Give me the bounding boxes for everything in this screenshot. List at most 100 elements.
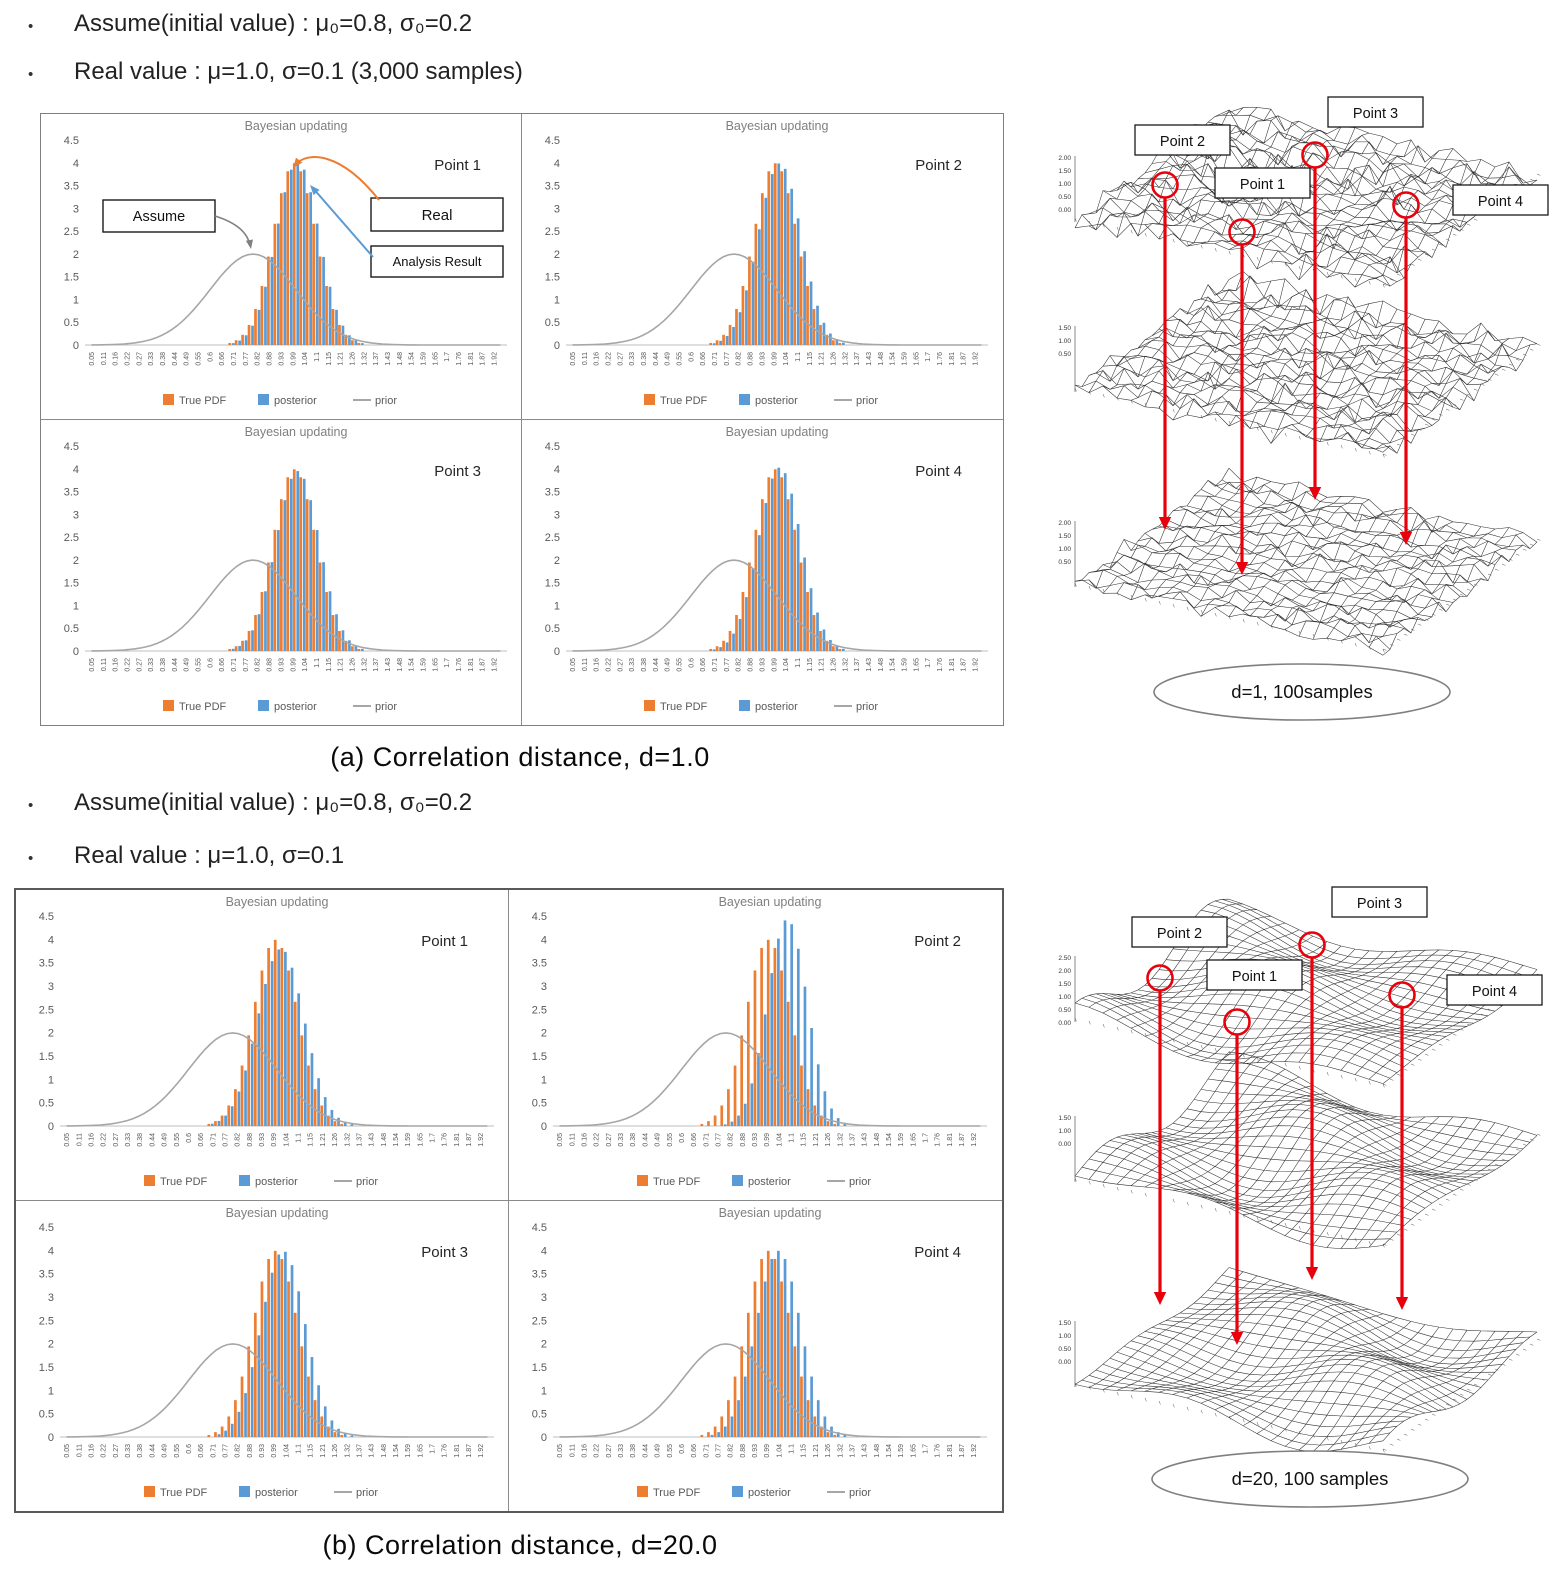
svg-text:0.55: 0.55 bbox=[677, 658, 684, 672]
svg-text:1.7: 1.7 bbox=[925, 658, 932, 668]
sample-count-oval bbox=[1153, 663, 1451, 721]
svg-text:1.87: 1.87 bbox=[959, 1133, 966, 1147]
svg-text:1.43: 1.43 bbox=[866, 352, 873, 366]
svg-text:0.49: 0.49 bbox=[162, 1133, 169, 1147]
svg-text:0.38: 0.38 bbox=[160, 658, 167, 672]
svg-text:0.93: 0.93 bbox=[752, 1133, 759, 1147]
svg-text:0.05: 0.05 bbox=[557, 1133, 564, 1147]
bullet-b-assume: • Assume(initial value) : μ₀=0.8, σ₀=0.2 bbox=[28, 789, 472, 817]
svg-text:0.88: 0.88 bbox=[247, 1133, 254, 1147]
svg-text:prior: prior bbox=[849, 1176, 871, 1188]
svg-text:1.54: 1.54 bbox=[393, 1444, 400, 1458]
svg-text:0.49: 0.49 bbox=[655, 1133, 662, 1147]
svg-text:posterior: posterior bbox=[274, 701, 317, 713]
svg-text:1.87: 1.87 bbox=[480, 658, 487, 672]
svg-text:2: 2 bbox=[554, 555, 560, 567]
svg-text:True PDF: True PDF bbox=[160, 1176, 208, 1188]
svg-text:1.81: 1.81 bbox=[468, 352, 475, 366]
y-axis-labels: 0 0.5 1 1.5 2 2.5 3 3.5 4 4.5 bbox=[39, 1222, 54, 1444]
svg-text:0.05: 0.05 bbox=[89, 658, 96, 672]
svg-text:0.5: 0.5 bbox=[39, 1098, 54, 1110]
svg-text:0.77: 0.77 bbox=[222, 1133, 229, 1147]
svg-text:1.15: 1.15 bbox=[326, 658, 333, 672]
point-label-box bbox=[1452, 184, 1549, 216]
svg-text:True PDF: True PDF bbox=[653, 1487, 701, 1499]
svg-text:0.38: 0.38 bbox=[137, 1444, 144, 1458]
legend-swatch-posterior bbox=[739, 700, 750, 711]
svg-text:0.05: 0.05 bbox=[64, 1133, 71, 1147]
svg-text:Point 1: Point 1 bbox=[1232, 969, 1277, 985]
svg-text:0.22: 0.22 bbox=[124, 658, 131, 672]
chart-title: Bayesian updating bbox=[226, 1206, 329, 1220]
bullet-icon: • bbox=[28, 850, 34, 867]
svg-text:1.43: 1.43 bbox=[866, 658, 873, 672]
svg-text:0.99: 0.99 bbox=[764, 1133, 771, 1147]
arrowhead-icon bbox=[1235, 562, 1249, 575]
svg-text:1: 1 bbox=[541, 1074, 547, 1086]
point-circle-icon bbox=[1388, 981, 1416, 1009]
svg-text:2.5: 2.5 bbox=[39, 1315, 54, 1327]
svg-text:0: 0 bbox=[73, 646, 79, 658]
svg-text:1.04: 1.04 bbox=[783, 352, 790, 366]
histogram-bars bbox=[700, 1250, 847, 1437]
x-axis-labels: 0.05 0.11 0.16 0.22 0.27 0.33 0.38 0.44 0.49 0.55… bbox=[64, 1133, 485, 1147]
point-circle-icon bbox=[1301, 141, 1329, 169]
random-field-3d-a: 2.00 1.50 1.00 0.50 0.00 1.50 1.00 0.50 2.00 1.50… bbox=[1058, 96, 1549, 721]
svg-text:1.43: 1.43 bbox=[369, 1444, 376, 1458]
svg-text:1.59: 1.59 bbox=[421, 658, 428, 672]
point-label-box bbox=[1214, 167, 1311, 199]
svg-text:0.77: 0.77 bbox=[724, 352, 731, 366]
caption-b: (b) Correlation distance, d=20.0 bbox=[322, 1530, 718, 1560]
svg-text:0.27: 0.27 bbox=[617, 352, 624, 366]
svg-text:2: 2 bbox=[73, 249, 79, 261]
svg-text:0.99: 0.99 bbox=[271, 1444, 278, 1458]
svg-text:1.59: 1.59 bbox=[405, 1133, 412, 1147]
svg-text:1.92: 1.92 bbox=[492, 352, 499, 366]
svg-text:1.37: 1.37 bbox=[854, 352, 861, 366]
svg-text:posterior: posterior bbox=[748, 1176, 791, 1188]
svg-text:1.5: 1.5 bbox=[39, 1051, 54, 1063]
chart-cell: 0 0.5 1 1.5 2 2.5 3 3.5 4 4.5 0.05 0.11 0.16 0.22 0.27… bbox=[522, 420, 1003, 725]
legend-swatch-true-pdf bbox=[163, 394, 174, 405]
svg-text:0.88: 0.88 bbox=[748, 352, 755, 366]
svg-text:1.15: 1.15 bbox=[801, 1444, 808, 1458]
svg-text:3.5: 3.5 bbox=[39, 958, 54, 970]
svg-text:0.71: 0.71 bbox=[712, 658, 719, 672]
point-label-box bbox=[1134, 124, 1231, 156]
svg-text:Point 2: Point 2 bbox=[1157, 926, 1202, 942]
svg-text:0.50: 0.50 bbox=[1058, 351, 1071, 358]
svg-text:1.76: 1.76 bbox=[937, 352, 944, 366]
svg-text:0.33: 0.33 bbox=[125, 1133, 132, 1147]
svg-text:0.27: 0.27 bbox=[606, 1444, 613, 1458]
svg-text:1.00: 1.00 bbox=[1058, 1128, 1071, 1135]
chart-title: Bayesian updating bbox=[226, 895, 329, 909]
svg-text:0.93: 0.93 bbox=[759, 352, 766, 366]
svg-text:0: 0 bbox=[541, 1432, 547, 1444]
mesh-surface bbox=[1074, 1267, 1538, 1452]
point-label: Point 4 bbox=[914, 1244, 961, 1261]
svg-text:1.15: 1.15 bbox=[807, 658, 814, 672]
point-label: Point 3 bbox=[421, 1244, 468, 1261]
svg-text:Point 4: Point 4 bbox=[1478, 194, 1523, 210]
svg-text:0.77: 0.77 bbox=[243, 658, 250, 672]
svg-text:1.1: 1.1 bbox=[795, 658, 802, 668]
svg-text:1.81: 1.81 bbox=[468, 658, 475, 672]
svg-text:1.59: 1.59 bbox=[421, 352, 428, 366]
svg-text:0.55: 0.55 bbox=[667, 1133, 674, 1147]
svg-text:2: 2 bbox=[73, 555, 79, 567]
svg-text:1.92: 1.92 bbox=[478, 1444, 485, 1458]
svg-text:0.88: 0.88 bbox=[267, 658, 274, 672]
svg-text:posterior: posterior bbox=[755, 701, 798, 713]
point-annotations: Point 3 Point 2 Point 1 Point 4 bbox=[1131, 886, 1543, 1345]
svg-text:4.5: 4.5 bbox=[64, 135, 79, 147]
svg-text:2.5: 2.5 bbox=[545, 532, 560, 544]
sample-count-label: d=20, 100 samples bbox=[1232, 1468, 1389, 1489]
svg-text:3.5: 3.5 bbox=[532, 958, 547, 970]
svg-text:1.59: 1.59 bbox=[898, 1444, 905, 1458]
svg-text:1.37: 1.37 bbox=[373, 352, 380, 366]
svg-text:1.43: 1.43 bbox=[385, 658, 392, 672]
svg-text:3: 3 bbox=[48, 981, 54, 993]
x-axis-labels: 0.05 0.11 0.16 0.22 0.27 0.33 0.38 0.44 0.49 0.55… bbox=[89, 658, 499, 672]
y-axis-labels: 0 0.5 1 1.5 2 2.5 3 3.5 4 4.5 bbox=[532, 911, 547, 1133]
svg-text:1.32: 1.32 bbox=[361, 658, 368, 672]
